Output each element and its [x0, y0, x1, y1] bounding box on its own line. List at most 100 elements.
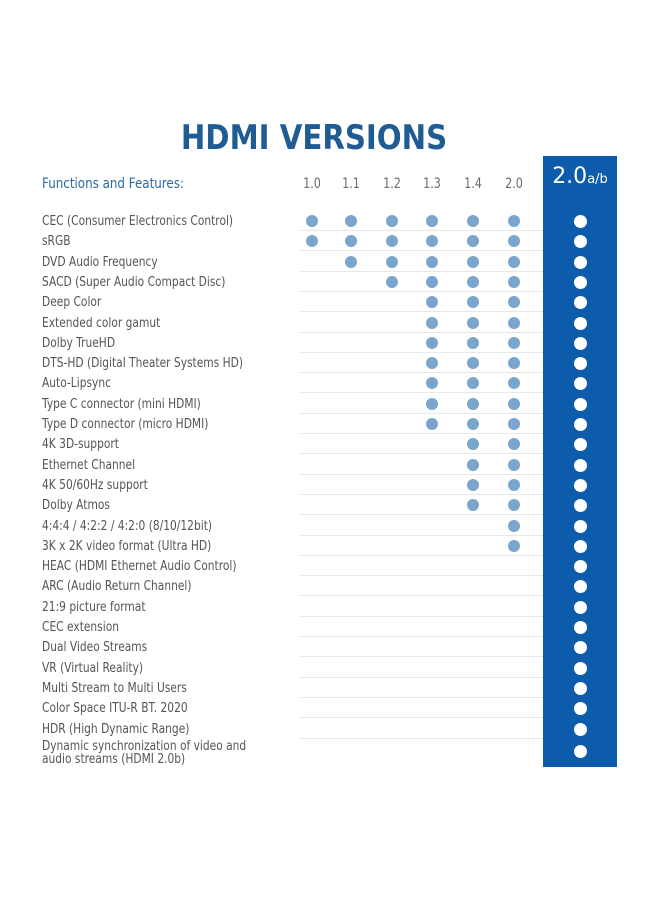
- support-dot-icon: [574, 722, 587, 736]
- row-divider: [300, 554, 543, 556]
- row-divider: [300, 290, 543, 292]
- support-dot-icon: [467, 438, 479, 451]
- row-divider: [300, 372, 543, 374]
- row-divider: [300, 737, 543, 739]
- feature-label: Ethernet Channel: [42, 457, 136, 473]
- feature-label: Type D connector (micro HDMI): [42, 417, 209, 432]
- support-dot-icon: [426, 296, 438, 309]
- support-dot-icon: [574, 235, 587, 249]
- feature-label: Dolby TrueHD: [42, 335, 116, 351]
- feature-label: Multi Stream to Multi Users: [42, 680, 187, 696]
- support-dot-icon: [426, 215, 438, 227]
- version-header-1-3: 1.3: [423, 176, 441, 192]
- feature-label: VR (Virtual Reality): [42, 660, 144, 676]
- support-dot-icon: [574, 499, 587, 513]
- row-divider: [300, 392, 543, 394]
- row-divider: [300, 575, 543, 577]
- support-dot-icon: [574, 397, 587, 411]
- row-divider: [300, 595, 543, 597]
- table-row: Color Space ITU-R BT. 2020: [0, 698, 660, 719]
- row-divider: [300, 676, 543, 678]
- support-dot-icon: [386, 215, 398, 227]
- version-header-1-2: 1.2: [383, 176, 401, 192]
- support-dot-icon: [467, 397, 479, 410]
- table-row: 4K 50/60Hz support: [0, 475, 660, 495]
- table-row: Deep Color: [0, 292, 660, 313]
- feature-label: Dynamic synchronization of video and aud…: [42, 738, 247, 767]
- row-divider: [300, 433, 543, 434]
- row-divider: [300, 615, 543, 617]
- support-dot-icon: [574, 661, 587, 675]
- support-dot-icon: [574, 357, 587, 371]
- table-row: Dolby Atmos: [0, 495, 660, 516]
- support-dot-icon: [508, 255, 520, 268]
- row-divider: [300, 351, 543, 353]
- feature-label: CEC (Consumer Electronics Control): [42, 214, 234, 229]
- support-dot-icon: [345, 215, 357, 227]
- feature-label: DVD Audio Frequency: [42, 254, 158, 270]
- row-divider: [300, 696, 543, 698]
- table-row: Type C connector (mini HDMI): [0, 394, 660, 414]
- support-dot-icon: [508, 499, 520, 512]
- version-header-1-4: 1.4: [464, 176, 482, 192]
- feature-label: Extended color gamut: [42, 315, 161, 331]
- support-dot-icon: [574, 255, 587, 269]
- support-dot-icon: [508, 235, 520, 248]
- table-row: sRGB: [0, 231, 660, 252]
- support-dot-icon: [306, 215, 318, 227]
- feature-label: ARC (Audio Return Channel): [42, 579, 192, 595]
- row-divider: [300, 453, 543, 455]
- support-dot-icon: [467, 275, 479, 288]
- row-divider: [300, 493, 543, 495]
- support-dot-icon: [508, 519, 520, 532]
- feature-label: HDR (High Dynamic Range): [42, 721, 190, 737]
- table-row: CEC (Consumer Electronics Control): [0, 211, 660, 231]
- table-row: 21:9 picture format: [0, 597, 660, 617]
- support-dot-icon: [508, 397, 520, 410]
- table-row: DTS-HD (Digital Theater Systems HD): [0, 353, 660, 374]
- support-dot-icon: [508, 478, 520, 491]
- table-row: 4K 3D-support: [0, 434, 660, 455]
- feature-label: 4:4:4 / 4:2:2 / 4:2:0 (8/10/12bit): [42, 518, 213, 534]
- support-dot-icon: [467, 336, 479, 349]
- feature-label: SACD (Super Audio Compact Disc): [42, 274, 226, 290]
- support-dot-icon: [467, 235, 479, 248]
- support-dot-icon: [345, 255, 357, 268]
- row-divider: [300, 311, 543, 313]
- row-divider: [300, 230, 543, 231]
- table-row: Type D connector (micro HDMI): [0, 414, 660, 434]
- support-dot-icon: [508, 438, 520, 451]
- feature-label: 21:9 picture format: [42, 599, 146, 615]
- table-row: ARC (Audio Return Channel): [0, 576, 660, 597]
- table-row: Dual Video Streams: [0, 637, 660, 658]
- feature-label: 4K 50/60Hz support: [42, 477, 148, 493]
- feature-label: Dolby Atmos: [42, 498, 110, 514]
- support-dot-icon: [508, 336, 520, 349]
- table-row: SACD (Super Audio Compact Disc): [0, 272, 660, 292]
- support-dot-icon: [467, 418, 479, 430]
- version-header-1-0: 1.0: [303, 176, 321, 192]
- support-dot-icon: [574, 560, 587, 574]
- row-divider: [300, 636, 543, 637]
- feature-label: HEAC (HDMI Ethernet Audio Control): [42, 559, 237, 575]
- support-dot-icon: [508, 215, 520, 227]
- support-dot-icon: [574, 621, 587, 634]
- support-dot-icon: [467, 296, 479, 309]
- support-dot-icon: [467, 255, 479, 268]
- support-dot-icon: [508, 275, 520, 288]
- support-dot-icon: [467, 458, 479, 471]
- support-dot-icon: [426, 357, 438, 370]
- feature-label: Dual Video Streams: [42, 640, 148, 656]
- support-dot-icon: [386, 275, 398, 288]
- row-divider: [300, 514, 543, 516]
- version-header-1-1: 1.1: [342, 176, 360, 192]
- table-row: Ethernet Channel: [0, 455, 660, 475]
- row-divider: [300, 656, 543, 658]
- table-row: HDR (High Dynamic Range): [0, 719, 660, 739]
- support-dot-icon: [508, 377, 520, 390]
- support-dot-icon: [426, 255, 438, 268]
- version-header-2-0ab: 2.0a/b: [543, 164, 617, 189]
- table-row: 3K x 2K video format (Ultra HD): [0, 536, 660, 556]
- support-dot-icon: [574, 580, 587, 594]
- row-divider: [300, 331, 543, 333]
